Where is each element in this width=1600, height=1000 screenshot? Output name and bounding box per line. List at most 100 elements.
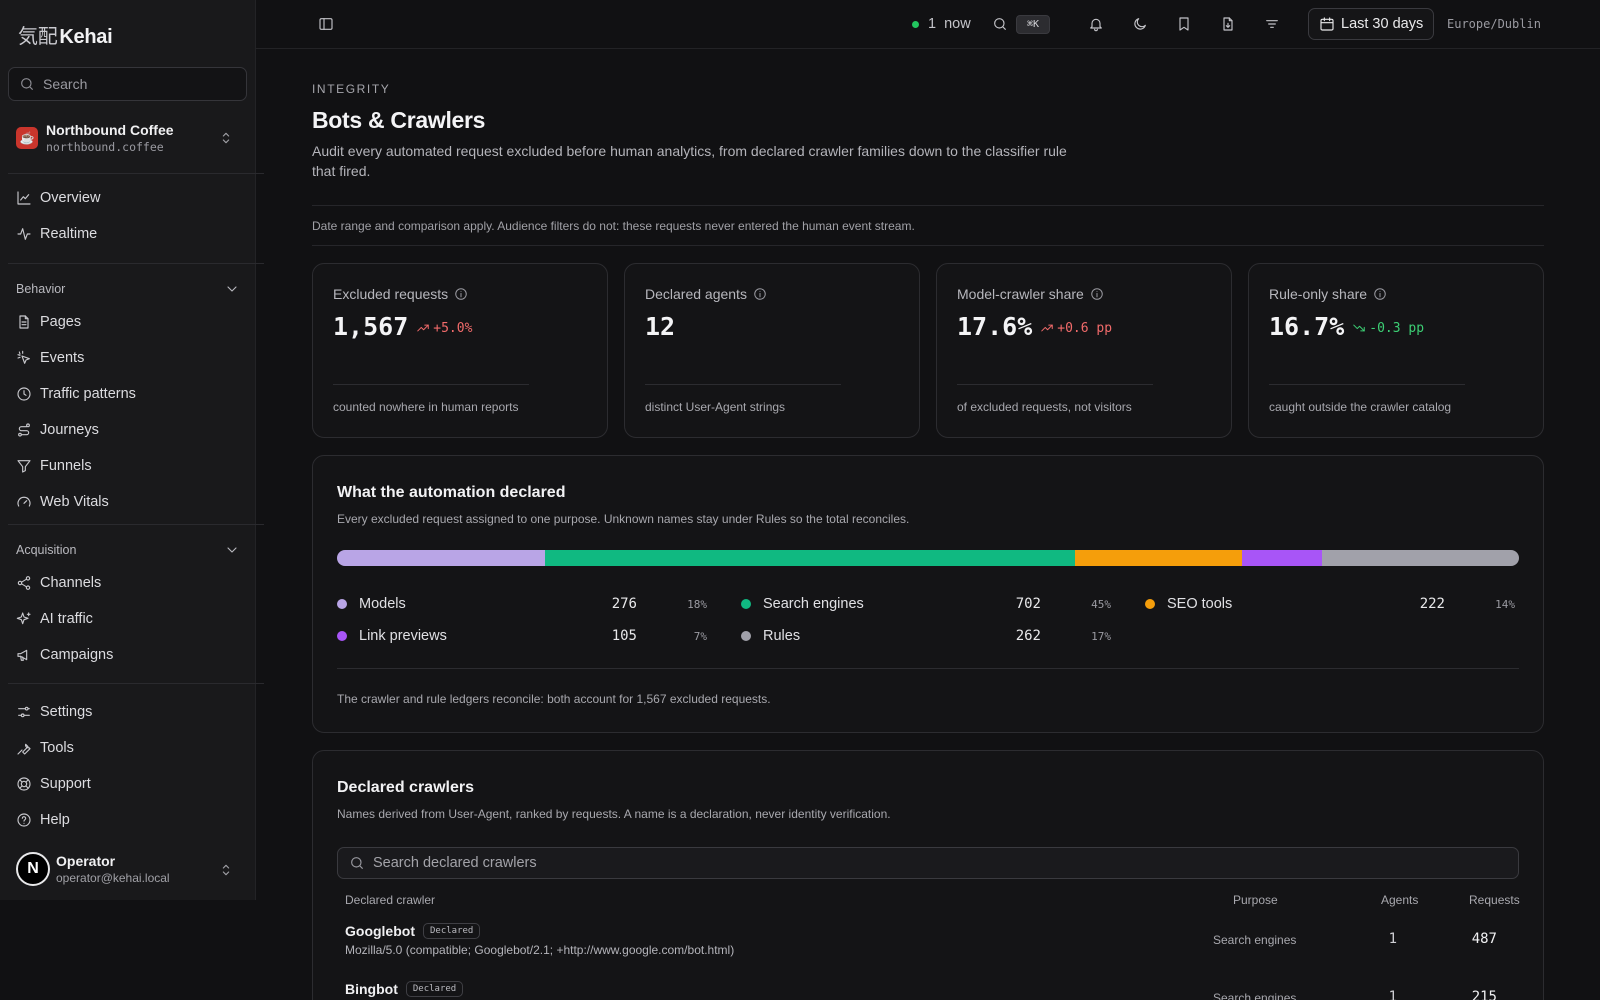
stack-segment-models[interactable]: [337, 550, 546, 566]
info-icon[interactable]: [753, 287, 767, 301]
clock-icon: [17, 387, 31, 401]
sidebar-item-funnels[interactable]: Funnels: [16, 454, 92, 478]
legend-percent: 7%: [693, 629, 707, 643]
sidebar-item-channels[interactable]: Channels: [16, 571, 101, 595]
command-search-button[interactable]: ⌘K: [992, 0, 1051, 48]
legend-count: 276: [611, 596, 637, 612]
sidebar-item-web-vitals[interactable]: Web Vitals: [16, 490, 109, 514]
sidebar-item-help[interactable]: Help: [16, 808, 70, 832]
legend-percent: 18%: [687, 597, 707, 611]
app-logo[interactable]: 気配 Kehai: [18, 20, 113, 49]
kpi-value: 12: [645, 312, 676, 341]
sidebar-item-label: Web Vitals: [40, 494, 109, 510]
trend-down-icon: [1353, 324, 1366, 332]
legend-item-seo-tools: SEO tools 222 14%: [1145, 594, 1515, 614]
sidebar-item-settings[interactable]: Settings: [16, 700, 92, 724]
sidebar-item-campaigns[interactable]: Campaigns: [16, 643, 113, 667]
date-range-picker[interactable]: Last 30 days: [1308, 0, 1435, 48]
theme-toggle-button[interactable]: [1132, 0, 1148, 48]
info-icon[interactable]: [1090, 287, 1104, 301]
table-row[interactable]: Googlebot Declared Mozilla/5.0 (compatib…: [337, 917, 1519, 969]
sidebar-item-events[interactable]: Events: [16, 346, 84, 370]
gauge-icon: [17, 496, 31, 507]
file-download-icon: [1223, 17, 1233, 31]
legend-percent: 17%: [1091, 629, 1111, 643]
sidebar-item-pages[interactable]: Pages: [16, 310, 81, 334]
kpi-label: Rule-only share: [1269, 286, 1368, 302]
panel-left-icon: [319, 18, 333, 30]
trend-up-icon: [1041, 324, 1054, 332]
column-header-crawler[interactable]: Declared crawler: [345, 893, 436, 907]
sidebar-item-tools[interactable]: Tools: [16, 736, 74, 760]
project-switcher[interactable]: ☕ Northbound Coffee northbound.coffee: [16, 118, 242, 158]
column-header-purpose[interactable]: Purpose: [1233, 893, 1278, 907]
legend-percent: 45%: [1091, 597, 1111, 611]
info-icon[interactable]: [1373, 287, 1387, 301]
column-header-agents[interactable]: Agents: [1381, 893, 1419, 907]
crawler-requests: 215: [1471, 989, 1497, 1000]
notifications-button[interactable]: [1088, 0, 1104, 48]
kpi-divider: [333, 384, 529, 385]
sliders-icon: [18, 706, 30, 718]
sidebar-search[interactable]: Search: [8, 67, 247, 101]
kpi-footnote: counted nowhere in human reports: [333, 400, 519, 414]
sidebar-item-realtime[interactable]: Realtime: [16, 222, 97, 246]
sidebar-item-support[interactable]: Support: [16, 772, 91, 796]
sidebar-item-label: Campaigns: [40, 647, 114, 663]
export-button[interactable]: [1220, 0, 1236, 48]
realtime-indicator[interactable]: 1 now: [912, 0, 971, 48]
declared-badge: Declared: [423, 923, 481, 939]
filter-button[interactable]: [1264, 0, 1280, 48]
card-subtitle: Every excluded request assigned to one p…: [337, 512, 910, 526]
chart-line-icon: [17, 191, 31, 205]
live-count: 1: [928, 16, 937, 32]
sidebar-item-label: Funnels: [40, 458, 92, 474]
wrench-icon: [17, 743, 31, 755]
sidebar-item-traffic-patterns[interactable]: Traffic patterns: [16, 382, 136, 406]
megaphone-icon: [17, 649, 28, 661]
bookmark-button[interactable]: [1176, 0, 1192, 48]
legend-percent: 14%: [1495, 597, 1515, 611]
table-row[interactable]: Bingbot Declared Search engines 1 215: [337, 975, 1519, 1000]
sidebar-item-journeys[interactable]: Journeys: [16, 418, 99, 442]
crawler-agents: 1: [1388, 931, 1397, 947]
legend-name: Search engines: [763, 596, 864, 612]
legend-dot: [1145, 599, 1155, 609]
sidebar-toggle-button[interactable]: [318, 0, 334, 48]
info-icon[interactable]: [454, 287, 468, 301]
sidebar-item-label: Overview: [40, 190, 101, 206]
bell-icon: [1090, 18, 1102, 32]
stack-segment-rules[interactable]: [1321, 550, 1519, 566]
user-name: Operator: [56, 853, 116, 869]
stack-segment-link-previews[interactable]: [1242, 550, 1322, 566]
sidebar-item-label: Journeys: [40, 422, 99, 438]
filter-lines-icon: [1266, 20, 1278, 28]
legend-dot: [741, 599, 751, 609]
crawler-search-input[interactable]: Search declared crawlers: [337, 847, 1519, 879]
timezone-selector[interactable]: Europe/Dublin: [1447, 0, 1541, 48]
sidebar-divider: [8, 524, 264, 525]
column-header-requests[interactable]: Requests: [1469, 893, 1520, 907]
sidebar-section-behavior[interactable]: Behavior: [16, 279, 240, 299]
legend-item-models: Models 276 18%: [337, 594, 707, 614]
purpose-breakdown-card: What the automation declared Every exclu…: [312, 455, 1544, 733]
kpi-footnote: of excluded requests, not visitors: [957, 400, 1132, 414]
crawler-user-agent: Mozilla/5.0 (compatible; Googlebot/2.1; …: [345, 943, 735, 957]
chevron-down-icon: [227, 547, 237, 553]
live-dot: [912, 20, 919, 28]
live-label: now: [944, 16, 971, 32]
legend-count: 262: [1015, 628, 1041, 644]
sidebar-item-label: Tools: [40, 740, 74, 756]
sidebar-item-ai-traffic[interactable]: AI traffic: [16, 607, 93, 631]
sidebar-divider: [8, 173, 264, 174]
page-title: Bots & Crawlers: [312, 107, 486, 133]
legend-item-rules: Rules 262 17%: [741, 626, 1111, 646]
avatar: N: [16, 852, 50, 886]
sidebar-section-acquisition[interactable]: Acquisition: [16, 540, 240, 560]
stack-segment-search-engines[interactable]: [545, 550, 1075, 566]
sidebar-item-overview[interactable]: Overview: [16, 186, 100, 210]
user-menu[interactable]: N Operator operator@kehai.local: [16, 848, 242, 890]
sidebar-item-label: Support: [40, 776, 91, 792]
stack-segment-seo-tools[interactable]: [1074, 550, 1243, 566]
crawler-requests: 487: [1471, 931, 1497, 947]
